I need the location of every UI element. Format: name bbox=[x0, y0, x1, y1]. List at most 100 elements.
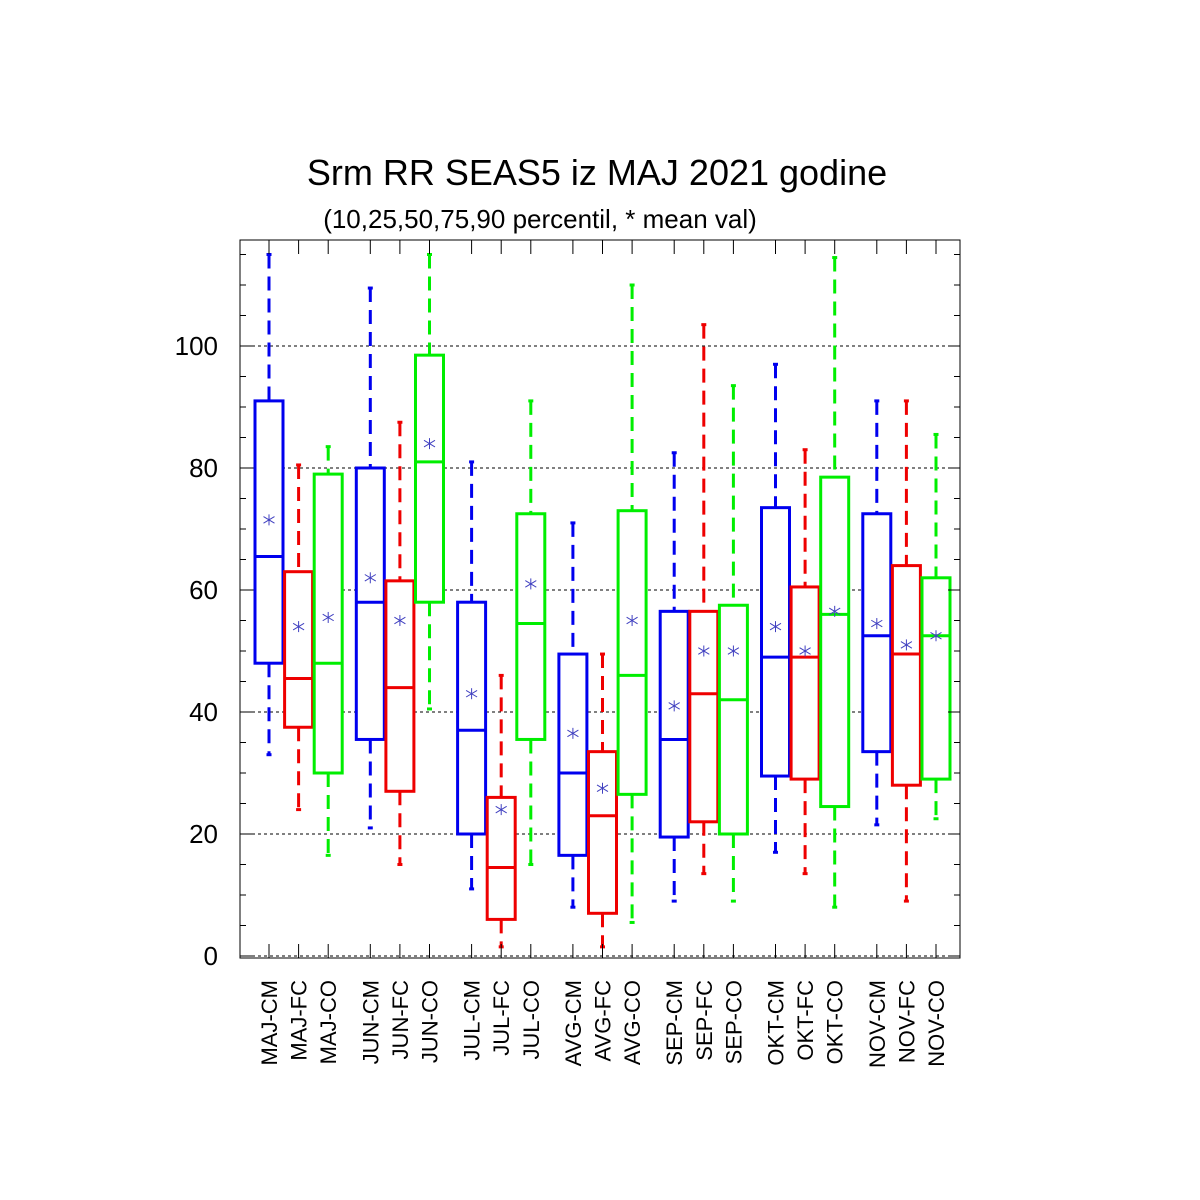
mean-marker bbox=[364, 572, 377, 584]
mean-marker bbox=[698, 645, 710, 657]
y-tick-label: 40 bbox=[189, 697, 218, 727]
mean-stroke bbox=[364, 574, 377, 582]
mean-stroke bbox=[495, 805, 507, 814]
x-tick-label: MAJ-FC bbox=[287, 980, 312, 1061]
mean-marker bbox=[292, 621, 305, 633]
chart-title: Srm RR SEAS5 iz MAJ 2021 godine bbox=[307, 152, 887, 193]
box-OKT-FC bbox=[789, 448, 821, 876]
mean-marker bbox=[900, 639, 913, 651]
box-JUL-FC bbox=[485, 673, 517, 949]
iqr-box bbox=[253, 399, 285, 665]
mean-marker bbox=[525, 578, 537, 590]
iqr-box bbox=[312, 472, 344, 775]
iqr-box bbox=[658, 609, 690, 839]
x-tick-label: SEP-CM bbox=[662, 980, 687, 1066]
iqr-box bbox=[688, 609, 720, 824]
mean-marker bbox=[263, 514, 275, 526]
x-axis: MAJ-CM MAJ-FC MAJ-CO JUN-CM JUN-FC JUN-CO JUL-… bbox=[257, 240, 949, 1068]
x-tick-label: OKT-FC bbox=[793, 980, 818, 1061]
iqr-box bbox=[717, 603, 749, 836]
y-tick-label: 60 bbox=[189, 575, 218, 605]
mean-marker bbox=[596, 782, 609, 794]
mean-marker bbox=[930, 630, 942, 642]
box-SEP-CM bbox=[658, 451, 690, 903]
iqr-box bbox=[760, 506, 791, 778]
mean-marker bbox=[769, 621, 782, 633]
box-OKT-CO bbox=[819, 256, 851, 909]
mean-stroke bbox=[668, 702, 680, 710]
mean-stroke bbox=[626, 616, 638, 625]
iqr-box bbox=[789, 585, 821, 781]
x-tick-label: AVG-CO bbox=[620, 980, 645, 1065]
iqr-box bbox=[456, 600, 488, 836]
mean-stroke bbox=[698, 647, 710, 655]
mean-marker bbox=[495, 804, 507, 816]
x-tick-label: SEP-FC bbox=[692, 980, 717, 1061]
y-tick-label: 0 bbox=[204, 941, 218, 971]
mean-stroke bbox=[423, 439, 436, 448]
iqr-box bbox=[616, 509, 648, 796]
iqr-box bbox=[384, 579, 416, 793]
iqr-box bbox=[819, 475, 851, 809]
mean-stroke bbox=[799, 647, 811, 655]
chart-subtitle: (10,25,50,75,90 percentil, * mean val) bbox=[323, 204, 757, 234]
box-NOV-FC bbox=[890, 399, 922, 903]
x-tick-label: AVG-FC bbox=[591, 980, 616, 1062]
iqr-box bbox=[587, 750, 618, 915]
box-series bbox=[253, 253, 952, 949]
box-AVG-CM bbox=[557, 521, 589, 909]
iqr-box bbox=[920, 576, 952, 781]
x-tick-label: JUN-CO bbox=[418, 980, 443, 1063]
x-tick-label: NOV-CO bbox=[924, 980, 949, 1067]
mean-stroke bbox=[871, 619, 883, 628]
x-tick-label: AVG-CM bbox=[561, 980, 586, 1066]
box-JUL-CO bbox=[515, 399, 547, 866]
y-axis: 0 20 40 60 80 100 bbox=[175, 254, 960, 971]
box-MAJ-FC bbox=[283, 463, 315, 812]
box-OKT-CM bbox=[760, 362, 791, 854]
mean-stroke bbox=[769, 622, 782, 631]
iqr-box bbox=[485, 795, 517, 921]
box-MAJ-CO bbox=[312, 445, 344, 857]
iqr-box bbox=[557, 652, 589, 857]
box-MAJ-CM bbox=[253, 253, 285, 757]
mean-marker bbox=[727, 645, 740, 657]
x-tick-label: JUL-CO bbox=[519, 980, 544, 1059]
mean-marker bbox=[567, 727, 579, 739]
x-tick-label: MAJ-CM bbox=[257, 980, 282, 1066]
iqr-box bbox=[414, 353, 445, 604]
mean-marker bbox=[394, 615, 406, 626]
box-JUN-CM bbox=[354, 286, 386, 830]
mean-stroke bbox=[465, 689, 478, 698]
mean-stroke bbox=[596, 784, 609, 792]
mean-stroke bbox=[525, 580, 537, 588]
x-tick-label: JUN-CM bbox=[358, 980, 383, 1064]
mean-marker bbox=[871, 618, 883, 630]
iqr-box bbox=[890, 564, 922, 787]
mean-marker bbox=[423, 438, 436, 450]
mean-stroke bbox=[900, 641, 913, 649]
iqr-box bbox=[861, 512, 893, 754]
x-tick-label: NOV-FC bbox=[894, 980, 919, 1063]
x-tick-label: JUL-FC bbox=[489, 980, 514, 1056]
x-tick-label: OKT-CM bbox=[764, 980, 789, 1066]
plot-frame bbox=[239, 239, 961, 959]
box-JUN-CO bbox=[414, 253, 445, 711]
mean-stroke bbox=[394, 616, 406, 625]
mean-marker bbox=[626, 615, 638, 626]
box-AVG-CO bbox=[616, 283, 648, 924]
x-tick-label: JUN-FC bbox=[388, 980, 413, 1060]
y-tick-label: 80 bbox=[189, 453, 218, 483]
mean-stroke bbox=[930, 632, 942, 640]
mean-stroke bbox=[727, 647, 740, 655]
x-tick-label: SEP-CO bbox=[721, 980, 746, 1064]
mean-stroke bbox=[292, 622, 305, 631]
mean-stroke bbox=[828, 607, 841, 616]
x-tick-label: JUL-CM bbox=[460, 980, 485, 1061]
iqr-box bbox=[515, 512, 547, 741]
mean-marker bbox=[828, 605, 841, 617]
box-JUN-FC bbox=[384, 420, 416, 866]
box-SEP-CO bbox=[717, 384, 749, 903]
iqr-box bbox=[283, 570, 315, 729]
